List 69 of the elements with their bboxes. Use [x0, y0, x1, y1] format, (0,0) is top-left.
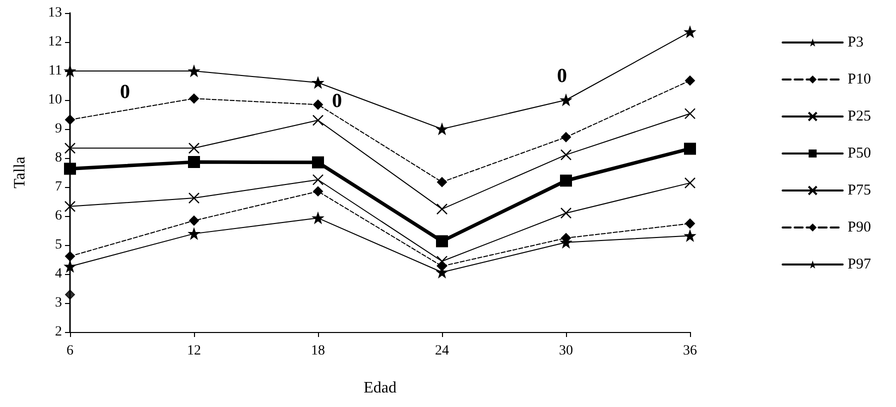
y-tick-label: 9: [55, 122, 62, 136]
annotation: 0: [557, 65, 567, 87]
annotation: 0: [120, 81, 130, 103]
y-tick-label: 2: [55, 324, 62, 340]
y-tick-label: 8: [55, 150, 62, 166]
point: [561, 132, 571, 142]
y-tick-label: 3: [55, 296, 62, 310]
point: [188, 228, 200, 240]
point: [684, 142, 696, 155]
annotation: 0: [332, 90, 342, 112]
y-tick-label: 11: [48, 64, 62, 78]
point: [436, 203, 448, 215]
y-tick-label: 10: [48, 92, 62, 108]
point: [436, 235, 448, 248]
point: [437, 177, 447, 188]
point: [312, 114, 324, 126]
point: [684, 230, 696, 242]
x-tick-label: 24: [435, 344, 449, 358]
y-tick-label: 13: [48, 6, 62, 20]
point: [188, 142, 200, 154]
legend-label: P75: [848, 182, 871, 198]
x-tick-label: 12: [187, 344, 201, 358]
point: [560, 94, 572, 106]
point: [684, 177, 696, 189]
point: [65, 251, 75, 262]
point: [436, 124, 448, 134]
y-tick-label: 7: [55, 180, 62, 194]
point: [64, 142, 76, 154]
y-tick-label: 6: [55, 208, 62, 224]
point: [313, 100, 323, 110]
point: [436, 256, 448, 267]
point: [189, 216, 199, 226]
x-tick-label: 6: [66, 344, 74, 358]
point: [188, 66, 200, 76]
point: [313, 186, 323, 196]
y-tick-label: 12: [48, 34, 62, 50]
legend-label: P50: [848, 146, 871, 162]
point: [64, 200, 76, 212]
point: [188, 156, 200, 168]
point: [188, 192, 200, 204]
y-axis-title: Talla: [12, 156, 28, 188]
legend-label: P25: [848, 108, 871, 124]
point: [312, 77, 324, 88]
legend-label: P3: [848, 34, 864, 50]
point: [312, 156, 324, 168]
point: [684, 108, 696, 120]
legend-label: P90: [848, 220, 871, 236]
x-axis-title: Edad: [364, 380, 396, 396]
point: [312, 212, 324, 224]
point: [64, 260, 76, 272]
x-tick-label: 36: [683, 344, 697, 358]
point: [684, 26, 696, 38]
legend-label: P97: [848, 256, 872, 272]
point: [64, 162, 76, 175]
point: [685, 218, 695, 229]
point: [65, 290, 75, 300]
y-tick-label: 4: [55, 266, 62, 282]
point: [312, 174, 324, 186]
point: [189, 94, 199, 104]
y-tick-label: 5: [55, 238, 62, 252]
point: [560, 174, 572, 187]
x-tick-label: 30: [559, 344, 573, 358]
x-tick-label: 18: [311, 344, 325, 358]
point: [560, 149, 572, 160]
point: [65, 114, 75, 125]
point: [560, 208, 572, 219]
point: [64, 66, 76, 76]
legend-label: P10: [848, 72, 871, 88]
point: [685, 76, 695, 86]
